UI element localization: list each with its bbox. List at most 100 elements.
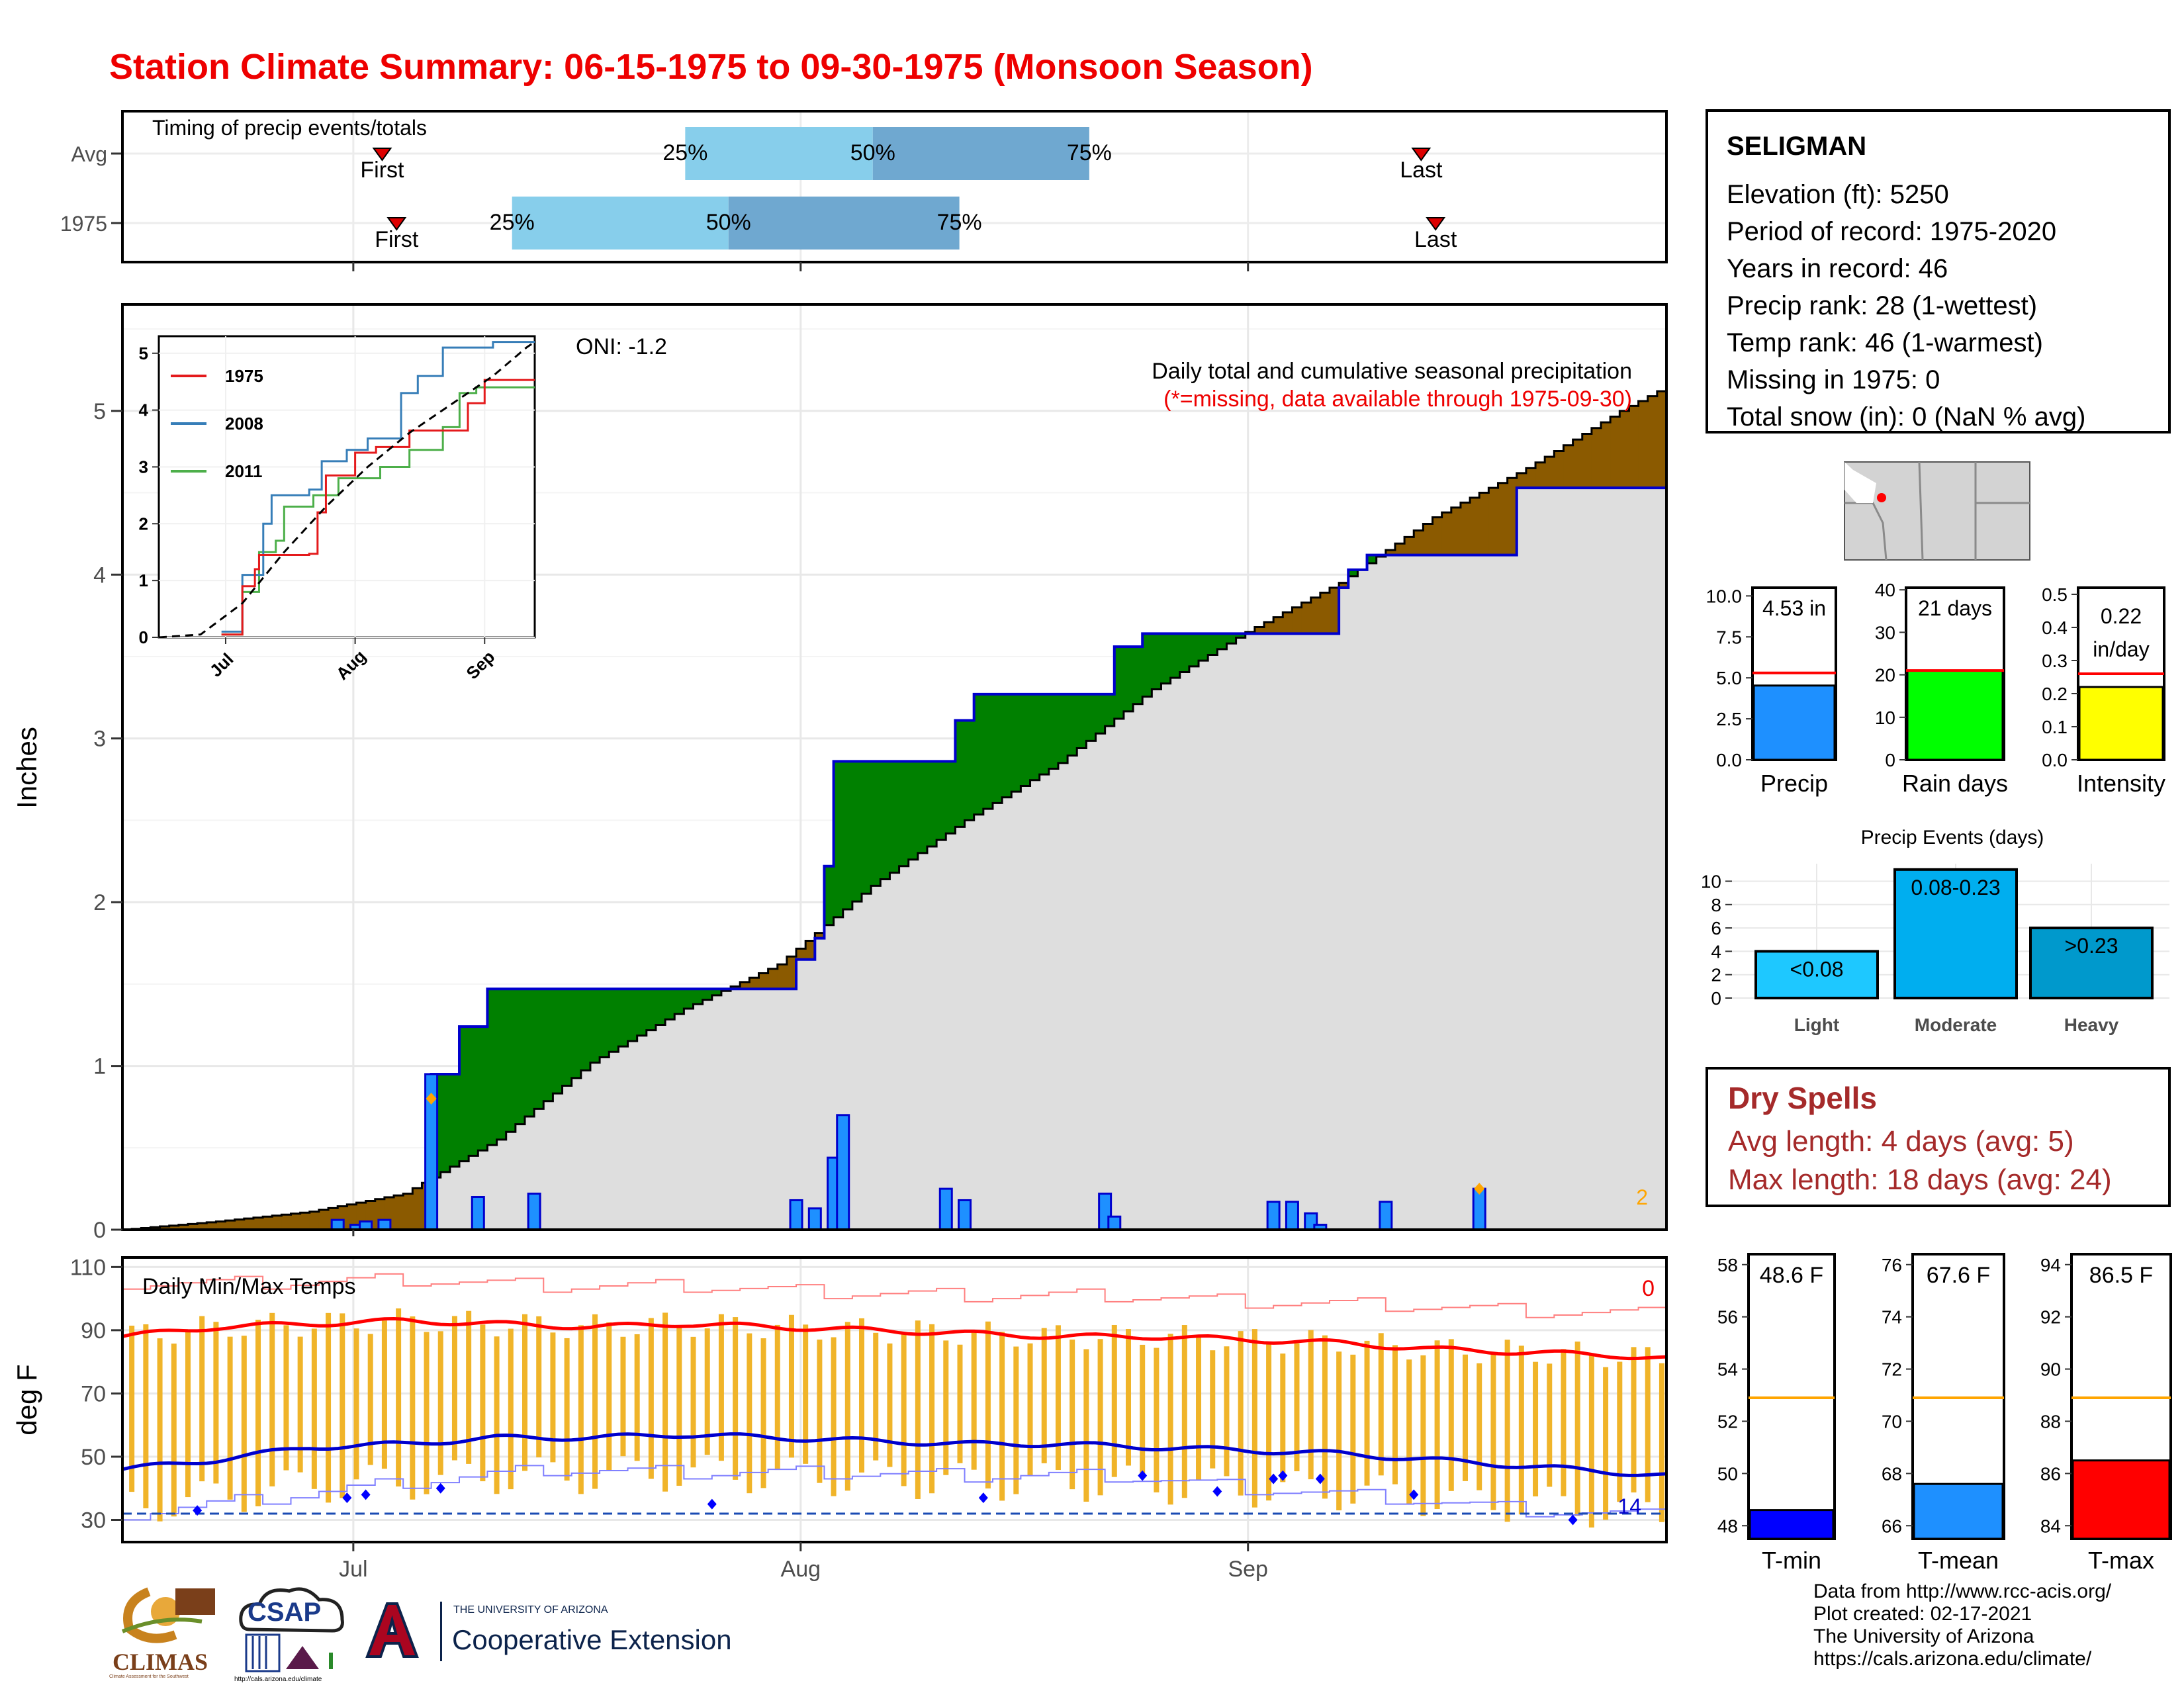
daily-temp-range-bar [283, 1325, 289, 1471]
daily-temp-range-bar [1617, 1361, 1623, 1502]
temp-summary-value-label: 86.5 F [2089, 1263, 2153, 1288]
daily-temp-range-bar [760, 1338, 766, 1488]
daily-temp-range-bar [929, 1324, 935, 1494]
summary-bar-name: Rain days [1902, 770, 2008, 797]
daily-temp-range-bar [831, 1337, 837, 1496]
inset-ytick-label: 5 [139, 343, 148, 363]
timing-percent-label: 25% [490, 210, 535, 235]
precip-event-category: Moderate [1915, 1015, 1997, 1035]
temp-ytick-label: 70 [81, 1381, 106, 1406]
above-avg-fill [711, 989, 722, 995]
cumulative-base-fill [1077, 748, 1087, 1230]
inset-legend-label: 2011 [225, 461, 262, 481]
avg-min-temp-line [122, 1432, 1667, 1477]
daily-temp-range-bar [592, 1314, 598, 1489]
temp-panel-border [121, 1256, 1668, 1543]
precip-events-ytick-label: 8 [1711, 895, 1721, 915]
cumulative-base-fill [496, 1139, 507, 1230]
daily-precip-bar [1285, 1201, 1299, 1231]
above-avg-fill [852, 761, 862, 902]
temp-ytick-label: 50 [81, 1445, 106, 1470]
record-low-marker [1212, 1486, 1222, 1497]
credit-line: Plot created: 02-17-2021 [1813, 1603, 2032, 1625]
above-avg-fill [1039, 694, 1050, 775]
daily-temp-range-bar [733, 1317, 739, 1480]
daily-temp-range-bar [213, 1322, 219, 1484]
below-avg-fill [1479, 492, 1489, 555]
cumulative-base-fill [955, 827, 966, 1230]
daily-temp-range-bar [1154, 1347, 1160, 1492]
max-precip-marker [426, 1093, 437, 1105]
daily-precip-bar [1266, 1201, 1281, 1231]
below-avg-fill [403, 1193, 413, 1230]
below-avg-fill [253, 1217, 263, 1230]
inset-ytick-label: 3 [139, 457, 148, 477]
temp-summary-name: T-max [2088, 1547, 2154, 1574]
record-low-marker [1568, 1514, 1578, 1526]
cumulative-base-fill [637, 1035, 647, 1230]
cumulative-base-fill [862, 893, 872, 1230]
above-avg-fill [1002, 694, 1012, 798]
daily-temp-range-bar [437, 1331, 443, 1475]
cumulative-base-fill [440, 1171, 451, 1230]
cumulative-base-fill [1329, 633, 1340, 1230]
temp-summary-ytick-label: 48 [1717, 1516, 1738, 1536]
summary-ytick-label: 0.3 [2042, 651, 2068, 671]
cumulative-base-fill [580, 1070, 591, 1230]
below-avg-fill [178, 1224, 189, 1230]
inset-panel [158, 335, 536, 639]
daily-temp-range-bar [999, 1332, 1005, 1501]
above-avg-fill [880, 761, 891, 880]
cumulative-base-fill [1114, 719, 1124, 1230]
cumulative-base-fill [1348, 576, 1358, 1230]
daily-temp-range-bar [241, 1336, 247, 1512]
below-avg-fill [318, 1210, 329, 1230]
station-info-box: SELIGMAN Elevation (ft): 5250 Period of … [1706, 109, 2171, 434]
below-avg-fill [740, 981, 750, 989]
temp-summary-ytick-label: 94 [2040, 1255, 2061, 1275]
climas-emblem [121, 1587, 215, 1643]
above-avg-fill [627, 989, 638, 1041]
last-event-marker [1426, 217, 1446, 231]
daily-temp-range-bar [718, 1314, 724, 1461]
below-avg-fill [768, 968, 778, 989]
daily-temp-range-bar [901, 1334, 907, 1486]
state-map [1844, 461, 2030, 561]
above-avg-fill [562, 989, 572, 1086]
below-avg-fill [1601, 422, 1611, 488]
daily-temp-range-bar [634, 1334, 640, 1461]
above-avg-fill [702, 989, 713, 1000]
inset-series-1975 [221, 379, 535, 636]
below-avg-fill [1283, 612, 1293, 634]
daily-temp-range-bar [1308, 1330, 1314, 1480]
daily-temp-range-bar [747, 1333, 752, 1494]
precip-ytick-label: 4 [93, 563, 106, 588]
below-avg-fill [281, 1214, 292, 1230]
daily-temp-range-bar [367, 1334, 373, 1465]
above-avg-fill [1179, 633, 1190, 672]
temp-summary-ytick-label: 76 [1882, 1255, 1902, 1275]
above-avg-fill [1236, 633, 1246, 638]
below-avg-fill [1610, 416, 1620, 488]
ua-logo: THE UNIVERSITY OF ARIZONA Cooperative Ex… [361, 1600, 745, 1666]
record-low-marker [193, 1505, 203, 1516]
cumulative-base-fill [487, 1145, 498, 1230]
summary-ytick-label: 20 [1875, 665, 1895, 686]
above-avg-fill [1030, 694, 1040, 780]
above-avg-fill [964, 720, 975, 821]
precip-events-title: Precip Events (days) [1861, 827, 2044, 848]
above-avg-fill [1021, 694, 1031, 786]
daily-temp-range-bar [844, 1322, 850, 1491]
temp-ytick-label: 110 [70, 1255, 106, 1280]
daily-temp-range-bar [227, 1336, 233, 1500]
cumulative-base-fill [1226, 643, 1237, 1230]
above-avg-fill [871, 761, 881, 886]
daily-precip-bar [789, 1199, 803, 1231]
temp-ytick-label: 90 [81, 1318, 106, 1344]
above-avg-fill [1123, 647, 1134, 711]
daily-temp-range-bar [1167, 1334, 1173, 1505]
daily-precip-bar [471, 1196, 485, 1231]
timing-percent-label: 50% [706, 210, 751, 235]
cumulative-base-fill [1563, 488, 1574, 1230]
cumulative-base-fill [562, 1085, 572, 1230]
